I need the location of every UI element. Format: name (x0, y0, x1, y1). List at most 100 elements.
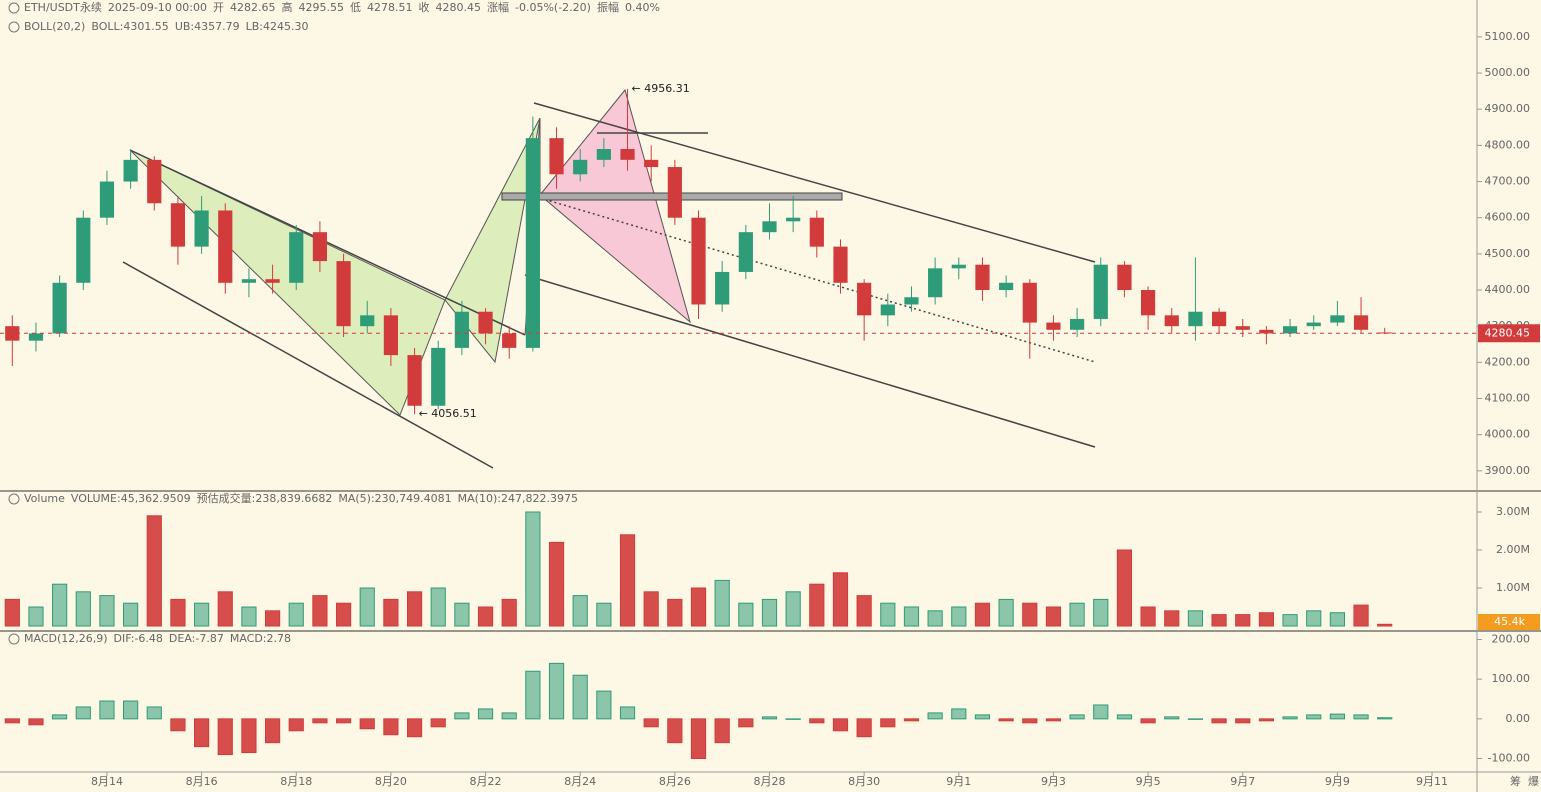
candle-body (691, 217, 706, 305)
x-tick-label: 8月18 (280, 775, 312, 788)
bar (194, 718, 210, 748)
bar (619, 534, 636, 627)
bar (1140, 718, 1156, 724)
candle-body (525, 138, 540, 348)
bar (1235, 718, 1251, 724)
candle-body (596, 148, 611, 160)
header-text: 收 (419, 0, 430, 14)
bar (501, 712, 517, 720)
header-text: 4295.55 (299, 1, 345, 14)
x-tick-label: 9月5 (1136, 775, 1161, 788)
pattern-green (129, 149, 446, 416)
candle-body (241, 279, 257, 283)
price-annotation: ← 4056.51 (419, 407, 477, 420)
candle-body (880, 304, 895, 316)
candle-body (1188, 311, 1203, 327)
bar (1045, 606, 1062, 627)
bar (52, 714, 68, 720)
header-text: 振幅 (597, 0, 619, 14)
bar (667, 598, 683, 627)
candle-body (833, 246, 848, 283)
y-tick-label: 2.00M (1496, 543, 1530, 556)
y-tick-label: 4200.00 (1485, 355, 1531, 368)
y-tick-label: 4500.00 (1485, 247, 1531, 260)
y-tick-label: 3900.00 (1485, 464, 1531, 477)
bar (1306, 714, 1322, 720)
x-tick-label: 8月30 (848, 775, 880, 788)
bar (28, 606, 44, 627)
side-icon[interactable]: 筹 (1510, 774, 1521, 788)
bar (927, 712, 943, 720)
bar (217, 591, 233, 627)
candle-body (383, 315, 398, 356)
bar (809, 583, 825, 627)
bar (312, 718, 328, 724)
bar (1235, 614, 1251, 627)
bar (4, 718, 20, 724)
candle-body (549, 138, 564, 175)
bar (264, 610, 281, 627)
trendline[interactable] (122, 261, 494, 469)
bar (264, 718, 281, 744)
header-text: 开 (213, 1, 224, 14)
pattern-green (444, 117, 541, 364)
bar (927, 610, 943, 627)
last-price-box (1478, 324, 1540, 343)
bar (596, 602, 612, 627)
x-tick-label: 8月16 (186, 775, 218, 788)
y-tick-label: 4400.00 (1485, 283, 1531, 296)
header-text: 4278.51 (367, 1, 413, 14)
candle-body (1046, 322, 1061, 330)
y-tick-label: 0.00 (1506, 712, 1531, 725)
bar (738, 602, 754, 627)
candle-body (1140, 290, 1156, 316)
trendline[interactable] (129, 149, 526, 336)
bar (383, 598, 399, 627)
x-tick-label: 8月26 (659, 775, 691, 788)
bar (880, 718, 896, 728)
header-text: DEA:-7.87 (169, 632, 224, 645)
toggle-icon (8, 21, 20, 33)
bar (998, 598, 1014, 627)
bar (359, 587, 375, 627)
header-text: 0.40% (625, 1, 660, 14)
candle-body (1306, 322, 1321, 327)
bar (501, 598, 517, 627)
bar (1116, 549, 1133, 627)
candle-body (1211, 311, 1227, 327)
trendline[interactable] (524, 274, 1096, 448)
bar (241, 606, 257, 627)
bar (856, 718, 872, 738)
candle-body (786, 217, 801, 222)
x-tick-label: 9月11 (1416, 775, 1448, 788)
bar (619, 706, 636, 720)
bar (1069, 714, 1085, 720)
candle-body (904, 297, 919, 305)
header-text: LB:4245.30 (246, 20, 309, 33)
side-icon[interactable]: 爆 (1528, 774, 1539, 788)
trendline-dotted[interactable] (539, 197, 1096, 363)
bar (1164, 716, 1180, 720)
header-text: Volume (24, 492, 65, 505)
bar (1329, 612, 1345, 627)
candle-body (336, 261, 351, 327)
bar (974, 714, 991, 720)
bar (1187, 718, 1204, 720)
bar (809, 718, 825, 724)
bar (1377, 623, 1393, 627)
candle-body (1164, 315, 1179, 327)
header-text: MACD(12,26,9) (24, 632, 108, 645)
candle-body (76, 217, 91, 283)
candle-body (265, 279, 280, 283)
y-tick-label: 4700.00 (1485, 175, 1531, 188)
bar (28, 718, 44, 726)
bar (52, 583, 68, 627)
y-tick-label: 4000.00 (1485, 428, 1531, 441)
y-tick-label: 1.00M (1496, 581, 1530, 594)
candle-body (289, 232, 304, 283)
bar (1022, 602, 1038, 627)
bar (1258, 718, 1275, 722)
candle-body (1093, 264, 1108, 319)
candle-body (738, 232, 753, 272)
